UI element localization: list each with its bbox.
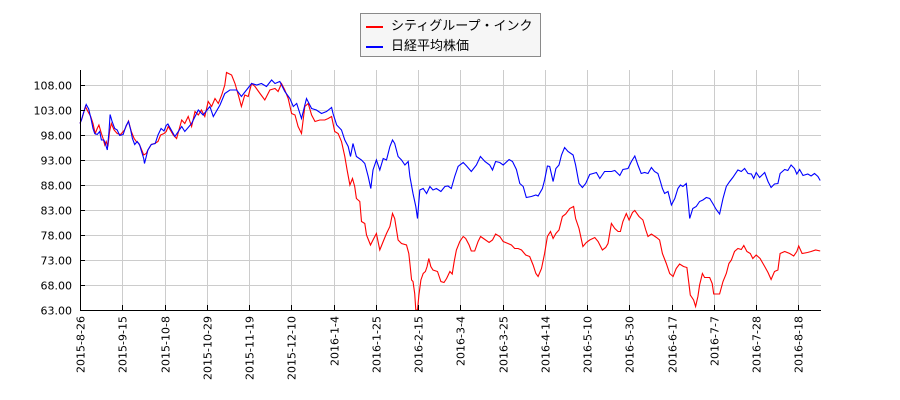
y-tick-label: 78.00 <box>41 230 73 243</box>
plot-series <box>79 71 821 311</box>
x-tick-label: 2016-6-17 <box>667 316 680 373</box>
legend-line-blue-icon <box>366 46 383 48</box>
y-tick-label: 98.00 <box>41 130 73 143</box>
x-tick-label: 2016-1-25 <box>371 316 384 373</box>
chart-legend: シティグループ・インク 日経平均株価 <box>360 13 541 57</box>
y-tick-label: 68.00 <box>41 280 73 293</box>
x-tick-label: 2016-7-28 <box>751 316 764 373</box>
axes <box>80 70 821 311</box>
x-tick-label: 2016-2-15 <box>413 316 426 373</box>
y-axis-tick-labels: 63.00 68.00 73.00 78.00 83.00 88.00 93.00 98.00… <box>34 80 73 318</box>
x-tick-label: 2015-9-15 <box>117 316 130 373</box>
x-tick-label: 2016-1-4 <box>329 316 342 366</box>
y-tick-label: 88.00 <box>41 180 73 193</box>
x-tick-label: 2015-11-19 <box>244 316 257 380</box>
series-line-citigroup <box>79 71 821 311</box>
y-tick-label: 108.00 <box>34 80 73 93</box>
x-tick-label: 2016-4-14 <box>540 316 553 373</box>
x-tick-label: 2016-3-4 <box>455 316 468 366</box>
legend-label: シティグループ・インク <box>391 19 533 34</box>
grid-lines <box>80 70 821 310</box>
x-tick-label: 2016-8-18 <box>793 316 806 373</box>
x-tick-label: 2015-10-29 <box>202 316 215 380</box>
x-tick-label: 2016-5-30 <box>624 316 637 373</box>
legend-label: 日経平均株価 <box>391 39 470 54</box>
x-tick-label: 2016-5-10 <box>582 316 595 373</box>
x-tick-label: 2015-10-8 <box>160 316 173 373</box>
y-tick-label: 73.00 <box>41 255 73 268</box>
series-line-nikkei <box>79 79 821 219</box>
x-tick-label: 2016-7-7 <box>709 316 722 366</box>
y-tick-label: 83.00 <box>41 205 73 218</box>
y-tick-label: 63.00 <box>41 305 73 318</box>
x-tick-label: 2015-8-26 <box>75 316 88 373</box>
x-axis-tick-labels: 2015-8-26 2015-9-15 2015-10-8 2015-10-29 201… <box>75 316 806 380</box>
legend-line-red-icon <box>366 26 383 28</box>
x-tick-label: 2015-12-10 <box>286 316 299 380</box>
y-tick-label: 93.00 <box>41 155 73 168</box>
x-tick-label: 2016-3-25 <box>498 316 511 373</box>
y-tick-label: 103.00 <box>34 105 73 118</box>
